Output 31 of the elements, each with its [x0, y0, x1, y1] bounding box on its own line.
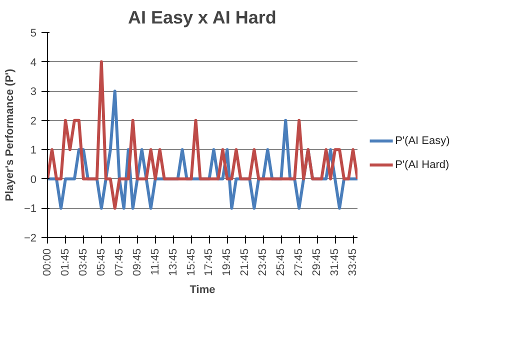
x-tick-label: 05:45 — [95, 248, 108, 276]
x-tick-label: 25:45 — [275, 248, 288, 276]
x-tick-label: 09:45 — [131, 248, 144, 276]
x-tick-label: 01:45 — [59, 248, 72, 276]
x-tick-label: 11:45 — [149, 248, 162, 276]
y-tick-label: 0 — [30, 174, 37, 186]
x-tick-label: 07:45 — [113, 248, 126, 276]
y-tick-label: 3 — [30, 86, 37, 98]
x-tick-label: 19:45 — [221, 248, 234, 276]
y-tick-label: 5 — [30, 28, 37, 40]
x-tick-label: 15:45 — [185, 248, 198, 276]
legend-label: P'(AI Easy) — [395, 134, 450, 147]
y-tick-label: 4 — [30, 56, 37, 69]
x-tick-label: 27:45 — [293, 248, 306, 276]
x-tick-label: 29:45 — [311, 248, 324, 276]
x-tick-label: 03:45 — [77, 248, 90, 276]
y-tick-label: −2 — [24, 232, 37, 244]
x-axis-title: Time — [190, 284, 216, 296]
x-tick-label: 33:45 — [347, 248, 360, 276]
y-axis-title: Player's Performance (P') — [4, 68, 16, 202]
x-tick-label: 31:45 — [329, 248, 342, 276]
chart-title: AI Easy x AI Hard — [128, 8, 276, 28]
x-tick-label: 13:45 — [167, 248, 180, 276]
y-tick-label: 1 — [30, 144, 37, 157]
x-tick-label: 23:45 — [257, 248, 270, 276]
x-tick-label: 00:00 — [42, 248, 54, 276]
legend-label: P'(AI Hard) — [395, 159, 450, 172]
y-tick-label: −1 — [24, 203, 37, 216]
x-tick-label: 21:45 — [239, 248, 252, 276]
x-tick-label: 17:45 — [203, 248, 216, 276]
y-tick-label: 2 — [30, 115, 37, 128]
